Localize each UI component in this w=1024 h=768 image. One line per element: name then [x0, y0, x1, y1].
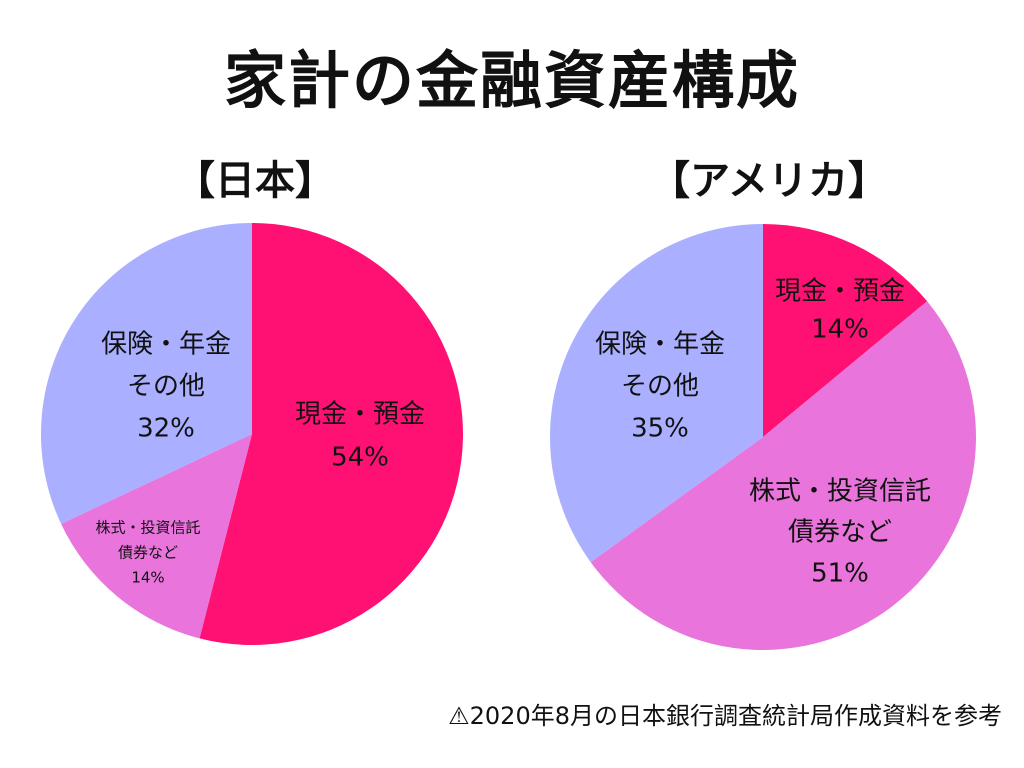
japan-label-insurance: 32% [137, 414, 195, 444]
usa-slice-insurance [550, 224, 763, 563]
usa-label-cash: 現金・預金 [775, 277, 905, 307]
usa-label-insurance: 保険・年金 [595, 330, 725, 360]
usa-label-stocks: 債券など [788, 518, 892, 548]
japan-label-cash: 54% [331, 443, 389, 473]
japan-slice-insurance [40, 223, 253, 524]
japan-label-insurance: その他 [127, 372, 205, 402]
japan-slice-stocks [61, 434, 252, 639]
usa-label-stocks: 51% [811, 559, 869, 589]
source-note: ⚠2020年8月の日本銀行調査統計局作成資料を参考 [448, 702, 1002, 730]
japan-label-insurance: 保険・年金 [101, 330, 231, 360]
japan-label-cash: 現金・預金 [295, 400, 425, 430]
usa-label-insurance: 35% [631, 414, 689, 444]
usa-slice-stocks [590, 301, 976, 650]
usa-label-stocks: 株式・投資信託 [749, 477, 931, 507]
usa-slice-cash [763, 224, 928, 437]
japan-pie-title: 【日本】 [175, 158, 335, 204]
japan-label-stocks: 債券など [118, 544, 178, 562]
japan-label-stocks: 14% [131, 569, 164, 587]
japan-label-stocks: 株式・投資信託 [95, 519, 200, 537]
usa-label-cash: 14% [811, 315, 869, 345]
chart-title: 家計の金融資産構成 [223, 44, 800, 117]
japan-slice-cash [199, 223, 463, 645]
usa-pie-title: 【アメリカ】 [650, 158, 888, 204]
usa-label-insurance: その他 [621, 372, 699, 402]
